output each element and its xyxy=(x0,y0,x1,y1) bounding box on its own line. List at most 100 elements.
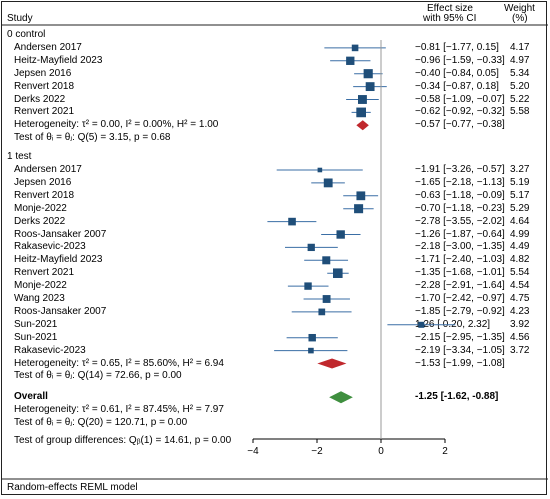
subgroup-test: Test of θᵢ = θⱼ: Q(5) = 3.15, p = 0.68 xyxy=(14,132,171,144)
overall-ci-label: -1.25 [-1.62, -0.88] xyxy=(415,391,499,403)
study-ci-label: −2.78 [−3.55, −2.02] xyxy=(415,215,505,227)
study-weight: 5.20 xyxy=(510,80,530,92)
study-name: Renvert 2018 xyxy=(14,189,75,201)
effect-size-header-ci: with 95% CI xyxy=(423,13,477,24)
study-name: Andersen 2017 xyxy=(14,41,82,53)
study-ci-label: −0.58 [−1.09, −0.07] xyxy=(415,93,505,105)
study-ci-label: −2.19 [−3.34, −1.05] xyxy=(415,344,505,356)
study-ci-label: −2.18 [−3.00, −1.35] xyxy=(415,241,505,253)
study-name: Renvert 2018 xyxy=(14,80,75,92)
study-marker xyxy=(288,217,296,226)
study-weight: 4.82 xyxy=(510,254,530,266)
study-marker xyxy=(322,256,331,265)
study-ci-label: −1.35 [−1.68, −1.01] xyxy=(415,267,505,279)
overall-heterogeneity: Heterogeneity: τ² = 0.61, I² = 87.45%, H… xyxy=(14,404,224,416)
study-name: Renvert 2021 xyxy=(14,106,75,118)
weight-header-unit: (%) xyxy=(512,13,528,24)
study-marker xyxy=(318,308,326,316)
study-ci-label: −1.70 [−2.42, −0.97] xyxy=(415,293,505,304)
study-name: Jepsen 2016 xyxy=(14,67,72,79)
study-name: Derks 2022 xyxy=(14,215,66,227)
study-marker xyxy=(307,243,315,252)
study-weight: 5.19 xyxy=(510,176,530,188)
effect-size-header: Effect size xyxy=(427,3,473,14)
study-weight: 3.27 xyxy=(510,164,530,175)
study-ci-label: −0.63 [−1.18, −0.09] xyxy=(415,189,505,201)
study-ci-label: −2.28 [−2.91, −1.64] xyxy=(415,280,505,292)
study-marker xyxy=(354,204,364,214)
study-weight: 4.75 xyxy=(510,293,530,304)
study-weight: 5.58 xyxy=(510,106,530,118)
subgroup-diamond xyxy=(356,120,369,131)
study-name: Jepsen 2016 xyxy=(14,176,72,188)
study-weight: 3.92 xyxy=(510,318,530,330)
study-ci-label: −0.96 [−1.59, −0.33] xyxy=(415,54,505,66)
study-marker xyxy=(308,333,316,342)
study-marker xyxy=(346,56,355,65)
x-axis-tick-label: 2 xyxy=(442,446,448,457)
study-ci-label: −2.15 [−2.95, −1.35] xyxy=(415,331,505,343)
study-marker xyxy=(356,191,366,201)
study-name: Rakasevic-2023 xyxy=(14,344,86,356)
study-weight: 4.23 xyxy=(510,305,530,317)
x-axis-tick-label: −4 xyxy=(247,446,259,457)
group-difference-test: Test of group differences: Qᵦ(1) = 14.61… xyxy=(14,435,232,446)
overall-test: Test of θᵢ = θⱼ: Q(20) = 120.71, p = 0.0… xyxy=(14,417,188,429)
study-marker xyxy=(418,321,425,328)
study-column-header: Study xyxy=(7,13,33,24)
study-name: Wang 2023 xyxy=(14,293,65,304)
x-axis-tick-label: −2 xyxy=(311,446,323,457)
model-footnote: Random-effects REML model xyxy=(7,482,138,493)
study-name: Monje-2022 xyxy=(14,280,67,292)
study-ci-label: −1.65 [−2.18, −1.13] xyxy=(415,176,505,188)
subgroup-test: Test of θᵢ = θⱼ: Q(14) = 72.66, p = 0.00 xyxy=(14,370,182,382)
subgroup-heterogeneity: Heterogeneity: τ² = 0.65, I² = 85.60%, H… xyxy=(14,357,224,369)
study-marker xyxy=(356,107,366,118)
study-weight: 5.54 xyxy=(510,267,530,279)
study-ci-label: −1.71 [−2.40, −1.03] xyxy=(415,254,505,266)
study-marker xyxy=(317,167,323,173)
study-name: Heitz-Mayfield 2023 xyxy=(14,54,103,66)
study-weight: 4.54 xyxy=(510,280,530,292)
subgroup-label: 1 test xyxy=(7,151,32,163)
study-weight: 3.72 xyxy=(510,344,530,356)
study-weight: 4.49 xyxy=(510,241,530,253)
study-ci-label: 1.26 [ 0.20, 2.32] xyxy=(415,318,491,330)
study-marker xyxy=(363,69,373,79)
study-weight: 4.64 xyxy=(510,215,530,227)
study-marker xyxy=(304,282,312,290)
study-name: Monje-2022 xyxy=(14,202,67,214)
study-marker xyxy=(365,82,375,92)
weight-header: Weight xyxy=(504,3,535,14)
study-name: Rakasevic-2023 xyxy=(14,241,86,253)
overall-diamond xyxy=(329,391,353,404)
x-axis-tick-label: 0 xyxy=(378,446,384,457)
study-ci-label: −0.62 [−0.92, −0.32] xyxy=(415,106,505,118)
study-name: Heitz-Mayfield 2023 xyxy=(14,254,103,266)
study-ci-label: −1.91 [−3.26, −0.57] xyxy=(415,164,505,175)
subgroup-pooled-label: −1.53 [−1.99, −1.08] xyxy=(415,357,505,369)
study-name: Roos-Jansaker 2007 xyxy=(14,305,107,317)
study-weight: 4.99 xyxy=(510,228,530,240)
study-marker xyxy=(333,268,343,278)
subgroup-pooled-label: −0.57 [−0.77, −0.38] xyxy=(415,119,505,131)
subgroup-label: 0 control xyxy=(7,29,46,40)
study-ci-label: −1.26 [−1.87, −0.64] xyxy=(415,228,505,240)
study-ci-label: −0.81 [−1.77, 0.15] xyxy=(415,41,499,53)
study-ci-label: −0.40 [−0.84, 0.05] xyxy=(415,67,499,79)
study-marker xyxy=(357,95,367,104)
subgroup-heterogeneity: Heterogeneity: τ² = 0.00, I² = 0.00%, H²… xyxy=(14,119,219,131)
study-weight: 4.56 xyxy=(510,331,530,343)
study-ci-label: −0.70 [−1.18, −0.23] xyxy=(415,202,505,214)
study-marker xyxy=(351,44,359,52)
study-name: Renvert 2021 xyxy=(14,267,75,279)
study-marker xyxy=(323,178,333,188)
study-weight: 5.34 xyxy=(510,67,530,79)
study-weight: 4.17 xyxy=(510,41,530,53)
study-weight: 4.97 xyxy=(510,54,530,66)
study-weight: 5.22 xyxy=(510,93,530,105)
study-ci-label: −0.34 [−0.87, 0.18] xyxy=(415,80,499,92)
study-marker xyxy=(336,230,345,239)
study-marker xyxy=(308,347,314,354)
